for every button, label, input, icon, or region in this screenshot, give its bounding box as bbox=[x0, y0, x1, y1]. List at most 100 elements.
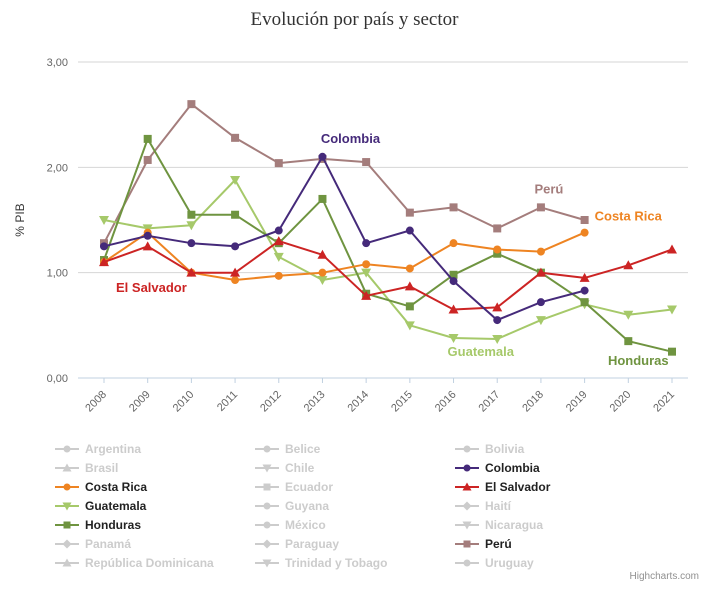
legend-item-nicaragua[interactable]: Nicaragua bbox=[454, 516, 654, 534]
circle-marker[interactable] bbox=[274, 226, 283, 235]
triangle-down-marker[interactable] bbox=[99, 216, 109, 225]
series-line-guatemala[interactable] bbox=[103, 179, 673, 340]
circle-marker[interactable] bbox=[274, 271, 283, 280]
triangle-down-marker[interactable] bbox=[667, 305, 677, 315]
square-marker[interactable] bbox=[143, 155, 152, 164]
square-marker[interactable] bbox=[362, 158, 371, 167]
circle-marker[interactable] bbox=[100, 242, 108, 251]
series-line-peru[interactable] bbox=[103, 103, 586, 245]
legend-item-colombia[interactable]: Colombia bbox=[454, 459, 654, 477]
triangle-marker[interactable] bbox=[273, 236, 284, 246]
square-marker[interactable] bbox=[405, 208, 414, 217]
legend-item-republica-dominicana[interactable]: República Dominicana bbox=[54, 554, 254, 572]
legend-item-belice[interactable]: Belice bbox=[254, 440, 454, 458]
square-marker[interactable] bbox=[231, 210, 240, 219]
circle-marker[interactable] bbox=[318, 152, 327, 161]
triangle-marker[interactable] bbox=[448, 304, 459, 314]
square-marker[interactable] bbox=[668, 347, 676, 356]
triangle-down-marker[interactable] bbox=[623, 310, 634, 320]
legend-item-uruguay[interactable]: Uruguay bbox=[454, 554, 654, 572]
triangle-marker[interactable] bbox=[99, 257, 109, 267]
series-line-costa-rica[interactable] bbox=[103, 231, 586, 281]
legend-item-haiti[interactable]: Haití bbox=[454, 497, 654, 515]
circle-marker[interactable] bbox=[405, 264, 414, 273]
legend-item-brasil[interactable]: Brasil bbox=[54, 459, 254, 477]
triangle-down-marker[interactable] bbox=[492, 335, 503, 345]
highcharts-credits-link[interactable]: Highcharts.com bbox=[629, 571, 699, 582]
legend-item-trinidad-y-tobago[interactable]: Trinidad y Tobago bbox=[254, 554, 454, 572]
triangle-down-marker[interactable] bbox=[448, 333, 459, 343]
circle-marker[interactable] bbox=[449, 239, 458, 248]
square-marker[interactable] bbox=[493, 224, 502, 233]
series-marker-icon bbox=[455, 540, 479, 548]
square-marker[interactable] bbox=[143, 134, 152, 143]
circle-marker[interactable] bbox=[580, 228, 589, 237]
square-marker[interactable] bbox=[449, 203, 458, 212]
triangle-down-marker[interactable] bbox=[535, 316, 546, 326]
triangle-marker[interactable] bbox=[186, 267, 197, 277]
triangle-marker[interactable] bbox=[230, 267, 241, 277]
legend-item-peru[interactable]: Perú bbox=[454, 535, 654, 553]
circle-marker[interactable] bbox=[318, 268, 327, 277]
triangle-marker[interactable] bbox=[142, 241, 153, 251]
square-marker[interactable] bbox=[318, 194, 327, 203]
triangle-marker[interactable] bbox=[579, 272, 590, 282]
square-marker[interactable] bbox=[187, 210, 196, 219]
square-marker[interactable] bbox=[536, 203, 545, 212]
square-marker[interactable] bbox=[187, 100, 196, 109]
square-marker[interactable] bbox=[405, 302, 414, 311]
legend-item-ecuador[interactable]: Ecuador bbox=[254, 478, 454, 496]
legend-item-honduras[interactable]: Honduras bbox=[54, 516, 254, 534]
series-line-honduras[interactable] bbox=[103, 137, 673, 353]
square-marker[interactable] bbox=[624, 337, 633, 346]
circle-marker[interactable] bbox=[231, 242, 240, 251]
legend-item-mexico[interactable]: México bbox=[254, 516, 454, 534]
circle-marker[interactable] bbox=[231, 276, 240, 285]
legend-item-bolivia[interactable]: Bolivia bbox=[454, 440, 654, 458]
triangle-marker[interactable] bbox=[667, 244, 677, 254]
circle-marker[interactable] bbox=[449, 277, 458, 286]
triangle-marker bbox=[62, 463, 72, 472]
circle-marker[interactable] bbox=[405, 226, 414, 235]
legend-item-paraguay[interactable]: Paraguay bbox=[254, 535, 454, 553]
square-marker[interactable] bbox=[449, 270, 458, 279]
square-marker[interactable] bbox=[580, 298, 589, 307]
square-marker[interactable] bbox=[493, 249, 502, 258]
legend-item-el-salvador[interactable]: El Salvador bbox=[454, 478, 654, 496]
legend-item-costa-rica[interactable]: Costa Rica bbox=[54, 478, 254, 496]
triangle-marker[interactable] bbox=[492, 302, 503, 312]
circle-marker[interactable] bbox=[536, 298, 545, 307]
triangle-down-marker[interactable] bbox=[230, 175, 241, 185]
triangle-down-marker[interactable] bbox=[361, 268, 372, 278]
circle-marker[interactable] bbox=[536, 247, 545, 256]
legend-label: Honduras bbox=[85, 518, 142, 532]
legend-item-chile[interactable]: Chile bbox=[254, 459, 454, 477]
circle-marker[interactable] bbox=[362, 239, 371, 248]
triangle-down-marker[interactable] bbox=[317, 276, 328, 286]
square-marker[interactable] bbox=[274, 159, 283, 168]
triangle-down-marker[interactable] bbox=[186, 221, 197, 231]
circle-marker[interactable] bbox=[580, 286, 589, 295]
series-line-colombia[interactable] bbox=[103, 155, 586, 322]
square-marker[interactable] bbox=[231, 133, 240, 142]
circle-marker[interactable] bbox=[493, 245, 502, 254]
y-tick-label: 3,00 bbox=[47, 57, 68, 69]
legend-item-panama[interactable]: Panamá bbox=[54, 535, 254, 553]
triangle-marker[interactable] bbox=[535, 267, 546, 277]
square-marker[interactable] bbox=[580, 216, 589, 224]
triangle-down-marker[interactable] bbox=[404, 321, 415, 331]
triangle-marker[interactable] bbox=[317, 249, 328, 259]
circle-marker[interactable] bbox=[187, 239, 196, 248]
series-line-el-salvador[interactable] bbox=[103, 240, 673, 311]
circle-marker[interactable] bbox=[143, 231, 152, 240]
triangle-marker[interactable] bbox=[361, 290, 372, 300]
triangle-marker[interactable] bbox=[623, 260, 634, 270]
legend-item-guyana[interactable]: Guyana bbox=[254, 497, 454, 515]
triangle-marker[interactable] bbox=[404, 281, 415, 291]
legend-item-guatemala[interactable]: Guatemala bbox=[54, 497, 254, 515]
circle-marker[interactable] bbox=[362, 260, 371, 269]
legend-item-argentina[interactable]: Argentina bbox=[54, 440, 254, 458]
triangle-down-marker[interactable] bbox=[273, 252, 284, 262]
series-label-honduras: Honduras bbox=[608, 353, 669, 368]
circle-marker[interactable] bbox=[493, 316, 502, 325]
